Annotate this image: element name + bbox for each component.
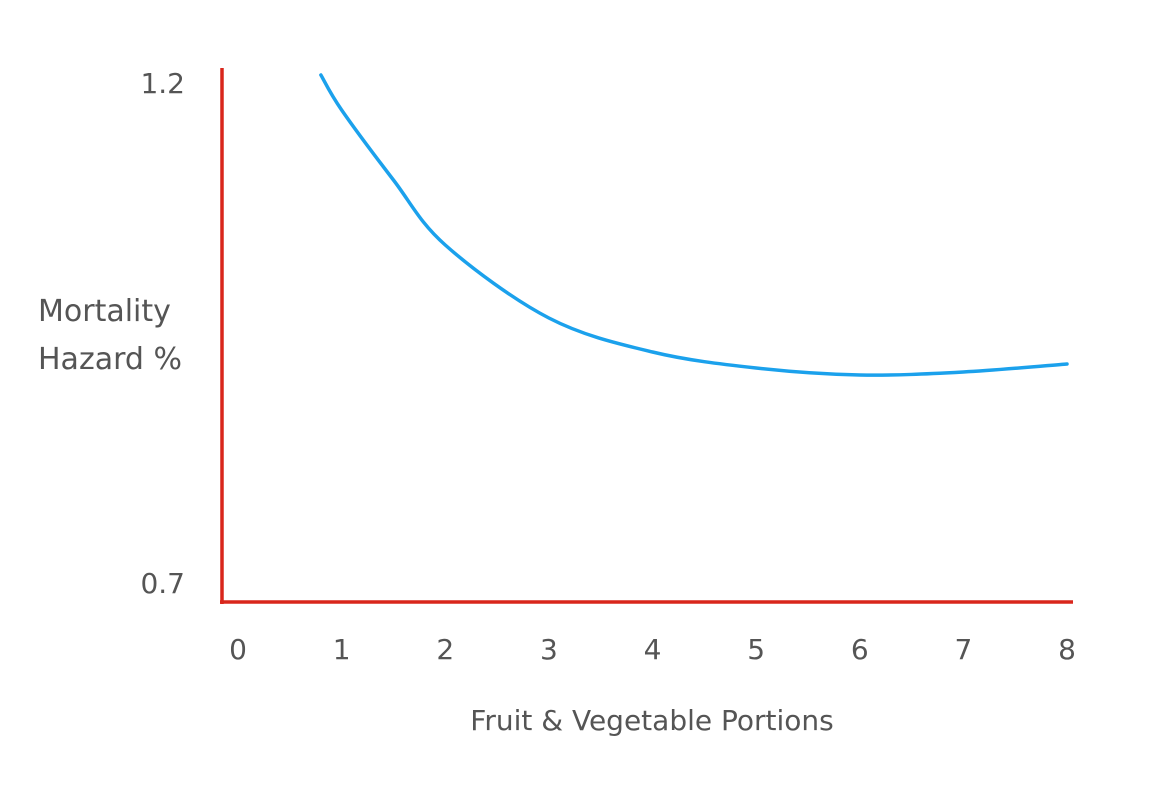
line xyxy=(319,73,1069,377)
x-tick-label: 0 xyxy=(229,633,247,666)
x-tick-label: 7 xyxy=(954,633,972,666)
x-tick-label: 2 xyxy=(436,633,454,666)
x-tick-label: 4 xyxy=(644,633,662,666)
y-axis-label: Mortality Hazard % xyxy=(38,294,182,377)
y-tick-label: 0.7 xyxy=(140,567,185,600)
x-tick-label: 6 xyxy=(851,633,869,666)
x-tick-label: 5 xyxy=(747,633,765,666)
x-tick-label: 3 xyxy=(540,633,558,666)
y-tick-label: 1.2 xyxy=(140,67,185,100)
x-tick-label: 8 xyxy=(1058,633,1076,666)
x-axis-label: Fruit & Vegetable Portions xyxy=(470,704,834,737)
x-tick-label: 1 xyxy=(333,633,351,666)
